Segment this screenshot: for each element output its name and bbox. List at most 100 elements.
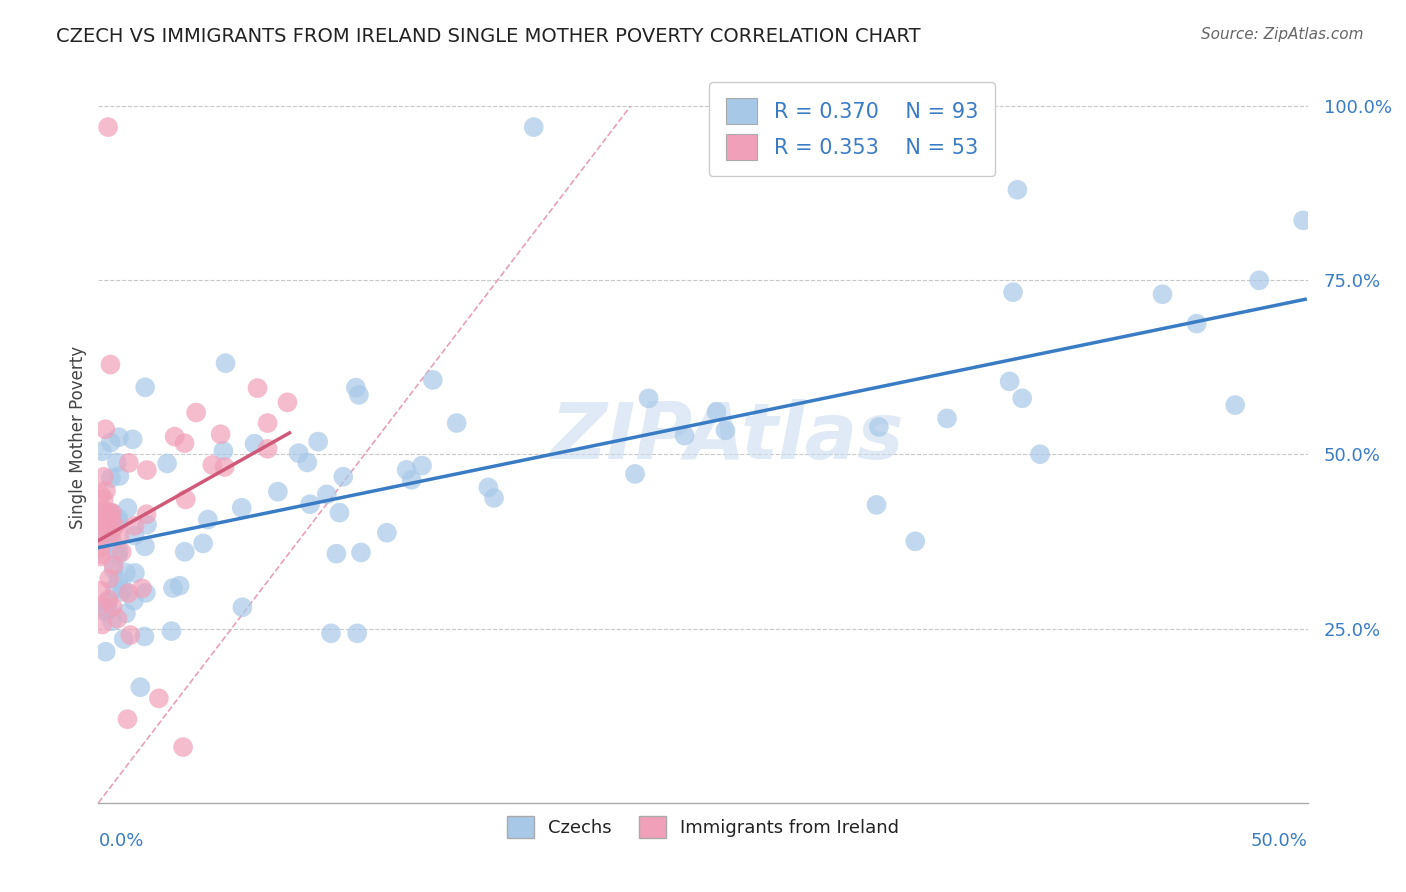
Point bbox=[118, 456, 141, 470]
Point bbox=[1152, 287, 1174, 301]
Point bbox=[104, 519, 127, 533]
Point bbox=[297, 455, 319, 469]
Point bbox=[325, 547, 347, 561]
Point bbox=[163, 430, 186, 444]
Point bbox=[246, 381, 269, 395]
Point bbox=[100, 506, 122, 520]
Point bbox=[131, 582, 153, 596]
Point bbox=[173, 545, 195, 559]
Point bbox=[108, 530, 131, 544]
Point bbox=[1249, 273, 1271, 287]
Point bbox=[936, 411, 959, 425]
Point bbox=[94, 645, 117, 659]
Point bbox=[156, 457, 179, 471]
Point bbox=[346, 626, 368, 640]
Point bbox=[120, 628, 142, 642]
Point bbox=[97, 506, 120, 520]
Point bbox=[315, 487, 337, 501]
Point bbox=[1002, 285, 1025, 300]
Text: Source: ZipAtlas.com: Source: ZipAtlas.com bbox=[1201, 27, 1364, 42]
Point bbox=[231, 600, 253, 615]
Point bbox=[482, 491, 505, 505]
Point bbox=[105, 514, 128, 528]
Point bbox=[100, 471, 122, 485]
Point bbox=[1007, 183, 1029, 197]
Point bbox=[105, 455, 128, 469]
Point bbox=[93, 503, 115, 517]
Point bbox=[90, 509, 112, 524]
Point bbox=[107, 544, 129, 558]
Point bbox=[97, 592, 120, 607]
Point bbox=[101, 535, 124, 549]
Point bbox=[103, 562, 125, 576]
Point bbox=[111, 584, 134, 599]
Point bbox=[299, 497, 322, 511]
Point bbox=[108, 469, 131, 483]
Point bbox=[97, 595, 120, 609]
Point bbox=[904, 534, 927, 549]
Point bbox=[93, 492, 115, 507]
Text: CZECH VS IMMIGRANTS FROM IRELAND SINGLE MOTHER POVERTY CORRELATION CHART: CZECH VS IMMIGRANTS FROM IRELAND SINGLE … bbox=[56, 27, 921, 45]
Point bbox=[231, 500, 253, 515]
Point bbox=[267, 484, 290, 499]
Point bbox=[706, 405, 728, 419]
Point bbox=[94, 422, 117, 436]
Point bbox=[307, 434, 329, 449]
Point bbox=[395, 463, 418, 477]
Point bbox=[344, 381, 367, 395]
Text: 0.0%: 0.0% bbox=[98, 832, 143, 850]
Point bbox=[100, 515, 122, 529]
Point bbox=[1011, 392, 1033, 406]
Point bbox=[96, 518, 118, 533]
Point bbox=[101, 599, 124, 614]
Point bbox=[90, 541, 112, 555]
Point bbox=[1223, 398, 1246, 412]
Point bbox=[94, 512, 117, 526]
Text: ZIPAtlas: ZIPAtlas bbox=[550, 399, 904, 475]
Point bbox=[121, 433, 143, 447]
Point bbox=[214, 356, 236, 370]
Point bbox=[100, 358, 122, 372]
Point bbox=[108, 430, 131, 444]
Point bbox=[122, 594, 145, 608]
Y-axis label: Single Mother Poverty: Single Mother Poverty bbox=[69, 345, 87, 529]
Point bbox=[117, 712, 139, 726]
Point bbox=[350, 545, 373, 559]
Point bbox=[117, 501, 139, 516]
Point bbox=[401, 473, 423, 487]
Point bbox=[347, 388, 370, 402]
Point bbox=[375, 525, 398, 540]
Point bbox=[107, 511, 129, 525]
Point bbox=[101, 615, 124, 629]
Point bbox=[97, 120, 120, 134]
Point bbox=[135, 586, 157, 600]
Point bbox=[117, 586, 139, 600]
Point bbox=[103, 558, 125, 573]
Point bbox=[135, 508, 157, 522]
Point bbox=[865, 498, 887, 512]
Point bbox=[100, 435, 122, 450]
Point bbox=[107, 549, 129, 563]
Point bbox=[94, 483, 117, 498]
Point bbox=[411, 458, 433, 473]
Point bbox=[1185, 317, 1208, 331]
Point bbox=[90, 547, 112, 561]
Point bbox=[169, 579, 191, 593]
Point bbox=[115, 607, 138, 621]
Point bbox=[1292, 213, 1315, 227]
Point bbox=[162, 581, 184, 595]
Point bbox=[446, 416, 468, 430]
Point bbox=[124, 566, 146, 580]
Point bbox=[129, 680, 152, 694]
Point bbox=[174, 492, 197, 507]
Point bbox=[714, 424, 737, 438]
Point bbox=[134, 630, 156, 644]
Point bbox=[107, 574, 129, 588]
Point bbox=[287, 446, 309, 460]
Point bbox=[94, 605, 117, 619]
Point bbox=[91, 530, 114, 544]
Point bbox=[135, 463, 157, 477]
Point bbox=[134, 539, 156, 553]
Text: 50.0%: 50.0% bbox=[1251, 832, 1308, 850]
Point bbox=[197, 512, 219, 526]
